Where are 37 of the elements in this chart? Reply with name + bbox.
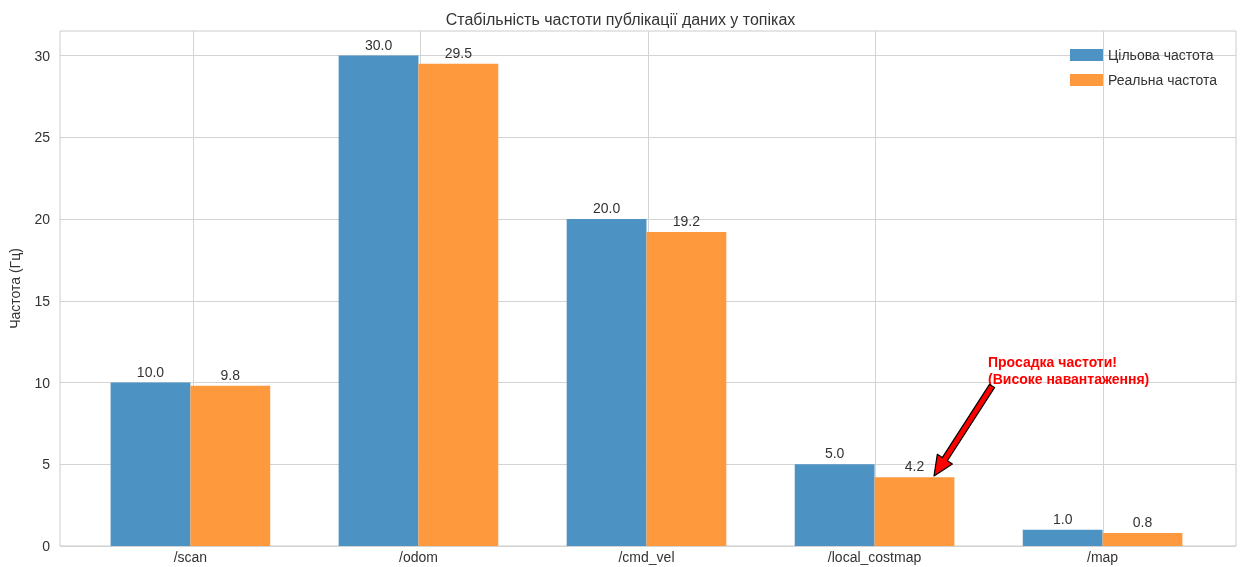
y-tick-label: 10 [34,374,51,391]
data-label: 0.8 [1132,513,1153,530]
data-label: 4.2 [904,458,925,475]
x-tick-label: /odom [398,549,438,565]
annotation: Просадка частоти! (Високе навантаження) [988,353,1150,387]
y-tick-label: 30 [34,47,51,64]
data-label: 30.0 [364,36,393,53]
x-tick-label: /cmd_vel [618,549,675,565]
y-tick-label: 15 [34,292,51,309]
x-tick-label: /map [1087,549,1119,565]
bar [566,219,647,546]
bar [874,477,955,546]
legend-label: Цільова частота [1107,47,1214,63]
bar [794,464,875,546]
bar [110,382,191,546]
data-label: 10.0 [136,363,165,380]
data-label: 5.0 [824,445,845,462]
data-label: 29.5 [444,44,473,61]
data-label: 19.2 [672,213,701,230]
data-label: 9.8 [220,366,241,383]
y-tick-label: 5 [42,456,51,473]
y-tick-label: 0 [42,538,51,554]
legend-label: Реальна частота [1107,72,1218,88]
y-tick-label: 20 [34,211,51,228]
bar [1022,529,1103,546]
bar [338,55,419,546]
bar [190,385,271,546]
y-tick-label: 25 [34,129,51,146]
bar [418,63,499,546]
bar [1102,532,1183,546]
x-tick-label: /local_costmap [827,549,922,565]
y-axis-title: Частота (Гц) [7,248,23,329]
data-label: 20.0 [592,200,621,217]
chart-title: Стабільність частоти публікації даних у топіках [445,10,796,28]
bar [646,232,727,546]
x-tick-label: /scan [173,549,208,565]
data-label: 1.0 [1052,510,1073,527]
